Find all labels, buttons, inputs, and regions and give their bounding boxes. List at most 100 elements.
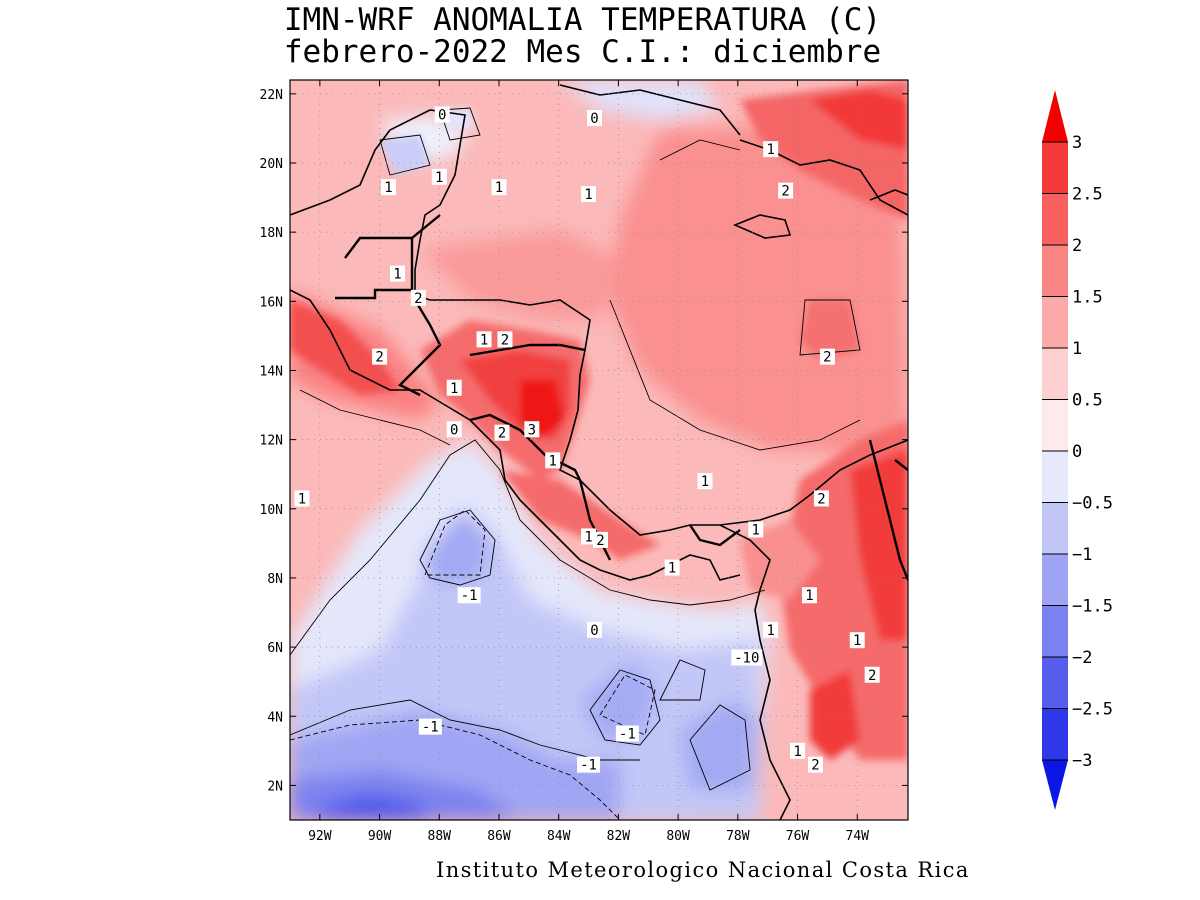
svg-text:2: 2: [498, 426, 506, 442]
svg-text:0: 0: [450, 422, 458, 438]
svg-text:1: 1: [435, 170, 443, 186]
lat-label: 18N: [260, 226, 283, 241]
colorbar-bottom-arrow: [1042, 760, 1068, 810]
contour-label: -10: [731, 649, 763, 666]
colorbar-top-arrow: [1042, 90, 1068, 142]
institution-footer: Instituto Meteorologico Nacional Costa R…: [436, 858, 970, 882]
contour-label: 0: [587, 110, 603, 127]
svg-text:2: 2: [823, 350, 831, 366]
svg-text:-1: -1: [580, 758, 597, 774]
colorbar-segment: [1042, 554, 1068, 606]
colorbar-label: 0: [1072, 442, 1082, 462]
contour-label: 1: [664, 559, 680, 577]
map-field: [290, 80, 908, 820]
colorbar-segment: [1042, 657, 1068, 709]
contour-label: 1: [763, 621, 779, 639]
svg-text:-10: -10: [734, 650, 759, 666]
svg-text:0: 0: [590, 111, 598, 127]
contour-label: 1: [446, 379, 462, 397]
lat-label: 4N: [267, 710, 283, 725]
axis-ticks: [290, 80, 908, 820]
svg-text:-1: -1: [422, 720, 439, 736]
svg-text:-1: -1: [619, 727, 636, 743]
contour-label: 1: [476, 331, 492, 348]
colorbar-label: 0.5: [1072, 391, 1103, 411]
svg-text:0: 0: [590, 623, 598, 639]
svg-text:1: 1: [584, 529, 592, 545]
svg-text:2: 2: [501, 332, 509, 348]
colorbar-label: 2: [1072, 236, 1082, 256]
svg-text:1: 1: [853, 633, 861, 649]
contour-label: 2: [497, 331, 513, 348]
colorbar: 3 2.5 2 1.5 1 0.5 0 −0.5 −1 −1.5 −2 −2.5 −3: [1042, 90, 1113, 810]
lon-label: 78W: [726, 829, 750, 844]
lat-label: 12N: [260, 434, 283, 449]
contour-label: 1: [545, 452, 561, 469]
lon-label: 74W: [846, 829, 870, 844]
contour-label: -1: [615, 725, 639, 743]
contour-label: 1: [763, 141, 779, 158]
svg-text:1: 1: [450, 381, 458, 397]
svg-text:0: 0: [438, 108, 446, 124]
colorbar-label: 1: [1072, 339, 1082, 359]
map-title: IMN-WRF ANOMALIA TEMPERATURA (C): [283, 2, 882, 38]
lon-label: 84W: [547, 829, 571, 844]
lon-label: 90W: [368, 829, 392, 844]
svg-text:1: 1: [584, 187, 592, 203]
lat-label: 6N: [267, 641, 283, 656]
contour-label: 2: [778, 182, 794, 200]
svg-text:2: 2: [781, 184, 789, 200]
colorbar-segment: [1042, 142, 1068, 194]
contour-lines: [290, 107, 861, 791]
lat-label: 22N: [260, 88, 283, 103]
contour-label: 2: [410, 289, 426, 307]
colorbar-segment: [1042, 708, 1068, 761]
colorbar-label: −2.5: [1072, 700, 1113, 720]
colorbar-segment: [1042, 193, 1068, 246]
lon-label: 86W: [487, 829, 511, 844]
svg-text:2: 2: [811, 758, 819, 774]
svg-text:1: 1: [480, 332, 488, 348]
contour-label: 1: [790, 742, 806, 760]
colorbar-segment: [1042, 399, 1068, 452]
lat-label: 14N: [260, 364, 283, 379]
contour-label: 0: [434, 106, 450, 124]
colorbar-segment: [1042, 605, 1068, 658]
lon-label: 82W: [607, 829, 631, 844]
svg-text:1: 1: [793, 744, 801, 760]
svg-text:2: 2: [414, 291, 422, 307]
contour-label: 0: [587, 621, 603, 639]
contour-label: 1: [801, 587, 817, 604]
negative-contours: [290, 509, 656, 820]
contour-label: 1: [697, 473, 713, 490]
map-frame: [289, 79, 909, 821]
colorbar-label: 2.5: [1072, 185, 1103, 205]
lat-label: 8N: [267, 572, 283, 587]
svg-text:1: 1: [668, 561, 676, 577]
svg-text:1: 1: [495, 180, 503, 196]
lat-label: 16N: [260, 295, 283, 310]
colorbar-segment: [1042, 348, 1068, 400]
contour-label: 2: [372, 348, 388, 366]
colorbar-label: −1.5: [1072, 597, 1113, 617]
svg-text:1: 1: [393, 267, 401, 283]
contour-label: -1: [418, 718, 442, 736]
svg-text:2: 2: [868, 668, 876, 684]
lon-label: 76W: [786, 829, 810, 844]
svg-text:1: 1: [766, 623, 774, 639]
svg-text:1: 1: [752, 523, 760, 539]
contour-label: 1: [389, 265, 405, 283]
contour-label: 1: [431, 168, 447, 186]
svg-text:1: 1: [298, 491, 306, 507]
svg-text:2: 2: [596, 533, 604, 549]
graticule: [290, 80, 908, 820]
contour-label: 1: [581, 528, 597, 545]
lon-label: 92W: [308, 829, 332, 844]
colorbar-label: 1.5: [1072, 288, 1103, 308]
contour-label: 1: [748, 521, 764, 539]
contour-label: 2: [807, 756, 823, 774]
map-subtitle: febrero-2022 Mes C.I.: diciembre: [283, 34, 882, 70]
colorbar-segment: [1042, 245, 1068, 297]
lon-label: 80W: [666, 829, 690, 844]
